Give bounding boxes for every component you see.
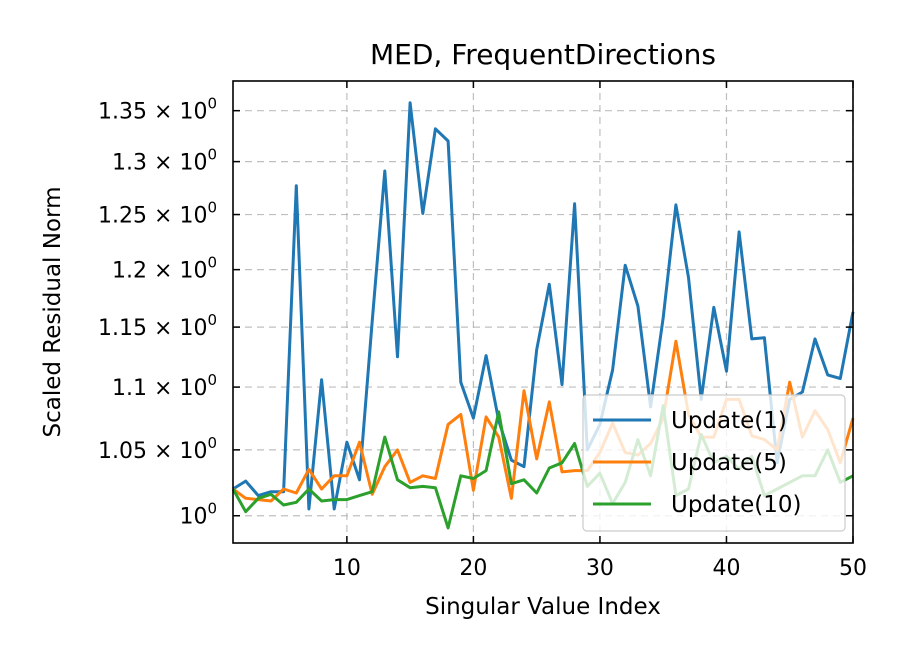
y-tick-label: 1.25 × 100 <box>98 199 217 229</box>
legend-box <box>582 394 846 532</box>
y-tick-label: 1.05 × 100 <box>98 434 217 464</box>
legend-label: Update(10) <box>671 492 802 518</box>
y-tick-label: 1.3 × 100 <box>112 146 217 176</box>
x-tick-label: 30 <box>586 556 614 581</box>
y-tick-label: 1.1 × 100 <box>112 371 217 401</box>
x-tick-label: 20 <box>459 556 487 581</box>
x-tick-label: 50 <box>839 556 867 581</box>
y-tick-label: 1.35 × 100 <box>98 95 217 125</box>
axis-ticks: 10 20 30 40 50 100 1.05 × 100 1.1 × 100 1.15 × 1… <box>98 81 867 581</box>
x-tick-label: 40 <box>712 556 740 581</box>
y-axis-label: Scaled Residual Norm <box>40 187 66 438</box>
x-tick-label: 10 <box>333 556 361 581</box>
y-tick-label: 1.15 × 100 <box>98 311 217 341</box>
y-tick-label: 100 <box>179 500 217 530</box>
legend: Update(1) Update(5) Update(10) <box>582 394 846 532</box>
series-line-update-1 <box>232 101 855 511</box>
plot-area-frame <box>232 80 854 544</box>
legend-label: Update(5) <box>671 450 787 476</box>
chart-title: MED, FrequentDirections <box>370 38 716 71</box>
legend-label: Update(1) <box>671 408 787 434</box>
x-axis-label: Singular Value Index <box>425 594 661 620</box>
y-tick-label: 1.2 × 100 <box>112 254 217 284</box>
